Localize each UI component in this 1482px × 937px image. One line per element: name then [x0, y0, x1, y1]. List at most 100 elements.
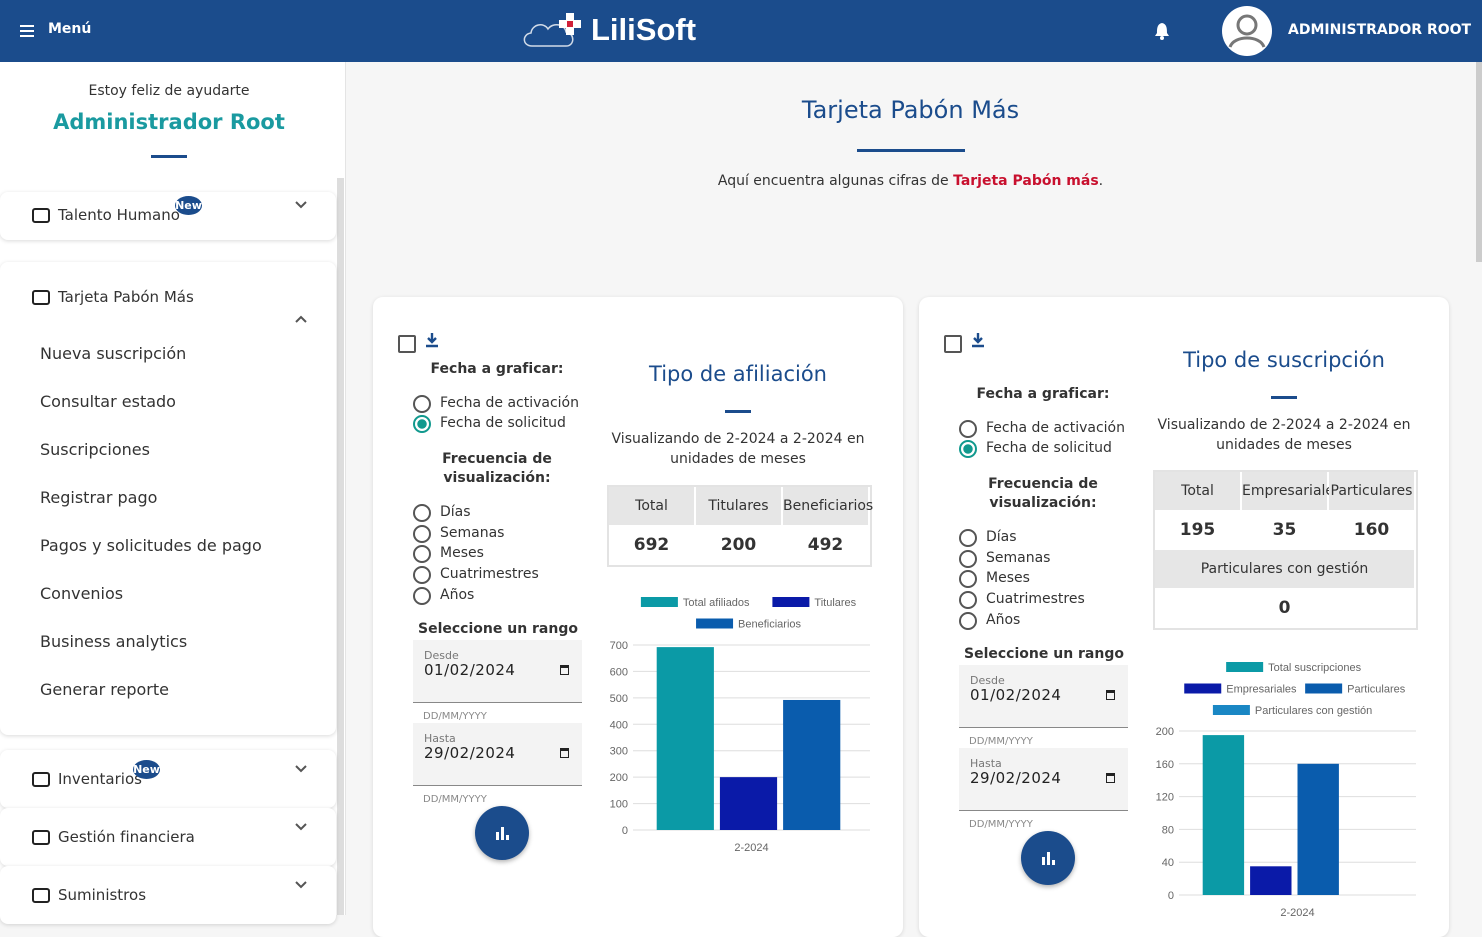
- radio-label[interactable]: Fecha de activación: [986, 420, 1125, 436]
- radio[interactable]: [413, 504, 431, 522]
- download-button[interactable]: [425, 332, 439, 348]
- radio[interactable]: [413, 566, 431, 585]
- radio[interactable]: [959, 570, 977, 589]
- legend-label: Particulares con gestión: [1255, 705, 1372, 717]
- table-value: 195: [1179, 520, 1216, 540]
- date-field[interactable]: Hasta 29/02/2024: [959, 748, 1128, 811]
- bar: [1250, 866, 1292, 895]
- chevron-path: [295, 823, 307, 831]
- chevron[interactable]: [294, 314, 308, 324]
- radio-label[interactable]: Fecha de solicitud: [986, 440, 1112, 456]
- menu-icon[interactable]: [20, 24, 36, 38]
- submenu-item[interactable]: Pagos y solicitudes de pago: [40, 536, 262, 555]
- chart-button[interactable]: [1021, 831, 1075, 885]
- radio[interactable]: [959, 529, 977, 547]
- bar: [1297, 763, 1339, 895]
- calendar-icon[interactable]: [560, 665, 569, 675]
- radio[interactable]: [959, 591, 977, 610]
- radio-label[interactable]: Años: [986, 611, 1021, 628]
- submenu-item[interactable]: Suscripciones: [40, 440, 150, 459]
- radio-label[interactable]: Cuatrimestres: [440, 566, 539, 583]
- radio[interactable]: [959, 611, 977, 630]
- legend-swatch: [772, 597, 810, 607]
- chevron-path: [295, 201, 307, 209]
- radio[interactable]: [413, 524, 431, 543]
- table-value: 0: [1278, 598, 1291, 618]
- chart-button[interactable]: [475, 806, 529, 860]
- date-field[interactable]: Hasta 29/02/2024: [413, 723, 582, 786]
- table-value: 160: [1353, 520, 1390, 540]
- checkbox[interactable]: [398, 335, 416, 353]
- radio-label[interactable]: Años: [440, 586, 475, 603]
- legend-swatch: [640, 597, 678, 607]
- menu-label[interactable]: Menú: [48, 21, 92, 37]
- calendar-icon[interactable]: [560, 748, 569, 758]
- section-icon: [32, 208, 50, 223]
- radio-label[interactable]: Semanas: [440, 524, 505, 541]
- radio[interactable]: [413, 586, 431, 605]
- field-placeholder: DD/MM/YYYY: [423, 711, 487, 722]
- table-value: 200: [720, 535, 757, 555]
- divider: [151, 155, 187, 158]
- chart-card: Fecha a graficar: Fecha de activación Fech…: [373, 297, 903, 937]
- table-header: Particulares: [1329, 472, 1414, 510]
- page-scrollbar: [1476, 62, 1482, 262]
- legend-swatch: [1226, 662, 1264, 672]
- chevron[interactable]: [294, 764, 308, 774]
- y-tick-label: 200: [1156, 726, 1174, 738]
- calendar-icon[interactable]: [1106, 773, 1115, 783]
- checkbox[interactable]: [944, 335, 962, 353]
- radio[interactable]: [413, 395, 431, 413]
- user-name[interactable]: ADMINISTRADOR ROOT: [1288, 22, 1472, 38]
- chevron[interactable]: [294, 200, 308, 210]
- submenu-item[interactable]: Nueva suscripción: [40, 344, 187, 363]
- radio-label[interactable]: Meses: [986, 570, 1030, 587]
- radio[interactable]: [959, 440, 977, 458]
- date-field[interactable]: Desde 01/02/2024: [413, 640, 582, 703]
- section-label[interactable]: Inventarios: [58, 770, 142, 788]
- radio-label[interactable]: Semanas: [986, 549, 1051, 566]
- table-header: Total: [1155, 472, 1240, 510]
- chart-title: Tipo de afiliación: [649, 362, 827, 386]
- radio-label[interactable]: Fecha de solicitud: [440, 415, 566, 431]
- section-label[interactable]: Tarjeta Pabón Más: [58, 288, 194, 306]
- radio-label[interactable]: Días: [986, 529, 1017, 545]
- section-icon: [32, 830, 50, 845]
- section-label[interactable]: Gestión financiera: [58, 828, 195, 846]
- radio-label[interactable]: Cuatrimestres: [986, 591, 1085, 608]
- submenu-item[interactable]: Registrar pago: [40, 488, 158, 507]
- menu-section: Talento Humano New: [0, 192, 336, 240]
- submenu-item[interactable]: Convenios: [40, 584, 124, 603]
- y-tick-label: 300: [610, 746, 628, 758]
- submenu-item[interactable]: Generar reporte: [40, 680, 169, 699]
- bar: [1202, 735, 1245, 895]
- x-tick-label: 2-2024: [1280, 907, 1314, 919]
- submenu-item[interactable]: Consultar estado: [40, 392, 176, 411]
- date-field[interactable]: Desde 01/02/2024: [959, 665, 1128, 728]
- intro: Aquí encuentra algunas cifras de Tarjeta…: [345, 173, 1476, 189]
- chevron-path: [295, 765, 307, 773]
- legend-label: Total afiliados: [683, 597, 750, 609]
- avatar[interactable]: [1220, 5, 1274, 57]
- radio[interactable]: [413, 415, 431, 433]
- section-label[interactable]: Suministros: [58, 886, 147, 904]
- radio[interactable]: [413, 545, 431, 564]
- sidebar: Estoy feliz de ayudarte Administrador Ro…: [0, 62, 346, 924]
- radio-label[interactable]: Fecha de activación: [440, 395, 579, 411]
- chevron[interactable]: [294, 822, 308, 832]
- chevron[interactable]: [294, 880, 308, 890]
- table-header: Titulares: [696, 487, 781, 525]
- radio[interactable]: [959, 420, 977, 438]
- radio[interactable]: [959, 549, 977, 568]
- radio-label[interactable]: Días: [440, 504, 471, 520]
- section-label[interactable]: Talento Humano: [58, 206, 180, 224]
- y-tick-label: 100: [610, 799, 628, 811]
- download-button[interactable]: [971, 332, 985, 348]
- submenu-item[interactable]: Business analytics: [40, 632, 188, 651]
- notification-icon[interactable]: [1152, 21, 1172, 41]
- legend-swatch: [1212, 705, 1250, 715]
- calendar-icon[interactable]: [1106, 690, 1115, 700]
- legend-swatch: [1305, 683, 1343, 694]
- radio-label[interactable]: Meses: [440, 545, 484, 562]
